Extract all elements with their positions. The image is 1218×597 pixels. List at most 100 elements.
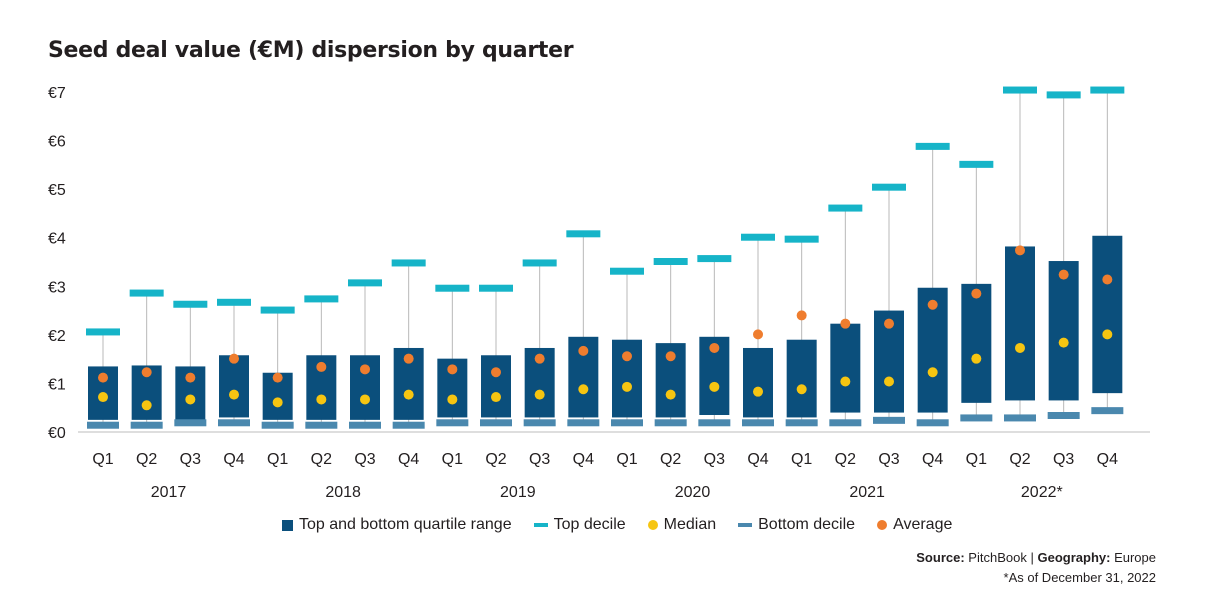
average-point xyxy=(796,310,807,321)
average-point xyxy=(578,345,589,356)
median-point xyxy=(927,367,938,378)
legend-item-average: Average xyxy=(877,516,952,534)
quartile-box xyxy=(1092,235,1123,394)
top-decile-mark xyxy=(260,306,295,314)
top-decile-mark xyxy=(566,230,601,238)
bottom-decile-mark xyxy=(654,419,687,427)
average-point xyxy=(360,364,370,375)
legend-swatch-bottom-decile xyxy=(738,523,753,527)
x-tick-label: Q4 xyxy=(398,451,419,468)
x-tick-label: Q2 xyxy=(660,451,681,468)
average-point xyxy=(272,372,283,383)
top-decile-mark xyxy=(391,259,426,267)
average-point xyxy=(141,367,152,378)
median-point xyxy=(185,394,196,405)
bottom-decile-mark xyxy=(349,421,381,429)
legend-swatch-top-decile xyxy=(533,523,548,527)
median-point xyxy=(796,384,807,395)
top-decile-mark xyxy=(173,300,208,308)
source-label: Source: xyxy=(916,550,965,565)
average-point xyxy=(447,364,458,375)
bottom-decile-mark xyxy=(392,421,425,429)
x-tick-label: Q1 xyxy=(442,451,463,468)
average-point xyxy=(927,299,938,310)
y-tick-label: €0 xyxy=(48,425,66,442)
legend-swatch-quartile xyxy=(282,519,293,531)
quartile-box xyxy=(961,283,992,403)
y-tick-label: €3 xyxy=(48,279,66,296)
average-point xyxy=(403,353,414,364)
bottom-decile-mark xyxy=(698,419,731,427)
median-point xyxy=(360,394,370,405)
bottom-decile-mark xyxy=(742,419,774,427)
bottom-decile-mark xyxy=(829,419,862,427)
median-point xyxy=(884,376,894,387)
year-label: 2018 xyxy=(325,484,361,501)
bottom-decile-mark xyxy=(873,416,905,424)
top-decile-mark xyxy=(784,235,819,243)
top-decile-mark xyxy=(915,142,950,150)
average-point xyxy=(840,318,851,329)
top-decile-mark xyxy=(828,204,863,212)
x-tick-label: Q3 xyxy=(354,451,375,468)
median-point xyxy=(1015,342,1025,353)
quartile-box xyxy=(743,347,773,418)
average-point xyxy=(229,353,239,364)
x-tick-label: Q3 xyxy=(704,451,725,468)
legend-label-bottom-decile: Bottom decile xyxy=(758,516,856,533)
average-point xyxy=(1015,245,1025,256)
average-point xyxy=(665,351,676,362)
x-tick-label: Q2 xyxy=(485,451,506,468)
bottom-decile-mark xyxy=(523,419,556,427)
legend-label-average: Average xyxy=(893,516,953,533)
x-tick-label: Q1 xyxy=(92,451,113,468)
quartile-box xyxy=(830,323,861,413)
top-decile-mark xyxy=(959,160,994,168)
top-decile-mark xyxy=(610,267,644,275)
y-tick-label: €7 xyxy=(48,85,66,102)
x-tick-label: Q3 xyxy=(529,451,550,468)
geography-label: Geography: xyxy=(1037,550,1111,565)
y-tick-label: €2 xyxy=(48,328,66,345)
x-tick-label: Q2 xyxy=(136,451,157,468)
median-point xyxy=(665,389,676,400)
top-decile-mark xyxy=(697,255,732,263)
median-point xyxy=(141,400,152,411)
bottom-decile-mark xyxy=(1047,412,1080,419)
average-point xyxy=(1102,274,1113,285)
y-tick-label: €5 xyxy=(48,182,66,199)
median-point xyxy=(622,381,632,392)
top-decile-mark xyxy=(217,298,251,306)
average-point xyxy=(971,288,982,299)
quartile-box xyxy=(219,355,249,418)
average-point xyxy=(709,342,720,353)
x-tick-label: Q1 xyxy=(791,451,812,468)
median-point xyxy=(578,384,589,395)
bottom-decile-mark xyxy=(261,421,294,429)
legend-item-bottom-decile: Bottom decile xyxy=(738,516,855,534)
bottom-decile-mark xyxy=(611,419,643,427)
legend-item-quartile: Top and bottom quartile range xyxy=(282,516,512,534)
legend-swatch-median xyxy=(647,520,658,530)
source-line: Source: PitchBook | Geography: Europe xyxy=(916,550,1156,565)
x-tick-label: Q4 xyxy=(922,451,943,468)
top-decile-mark xyxy=(1090,86,1125,94)
top-decile-mark xyxy=(348,279,382,287)
year-label: 2017 xyxy=(151,484,187,501)
x-tick-label: Q4 xyxy=(223,451,244,468)
average-point xyxy=(98,372,108,383)
legend-label-median: Median xyxy=(663,516,717,533)
average-point xyxy=(185,372,196,383)
bottom-decile-mark xyxy=(960,414,993,422)
y-tick-label: €1 xyxy=(48,376,66,393)
top-decile-mark xyxy=(479,284,513,292)
source-separator: | xyxy=(1030,550,1034,565)
median-point xyxy=(403,389,414,400)
x-tick-label: Q2 xyxy=(1009,451,1030,468)
bottom-decile-mark xyxy=(130,421,163,429)
x-tick-label: Q1 xyxy=(616,451,637,468)
median-point xyxy=(316,394,327,405)
top-decile-mark xyxy=(435,284,470,292)
median-point xyxy=(534,389,545,400)
